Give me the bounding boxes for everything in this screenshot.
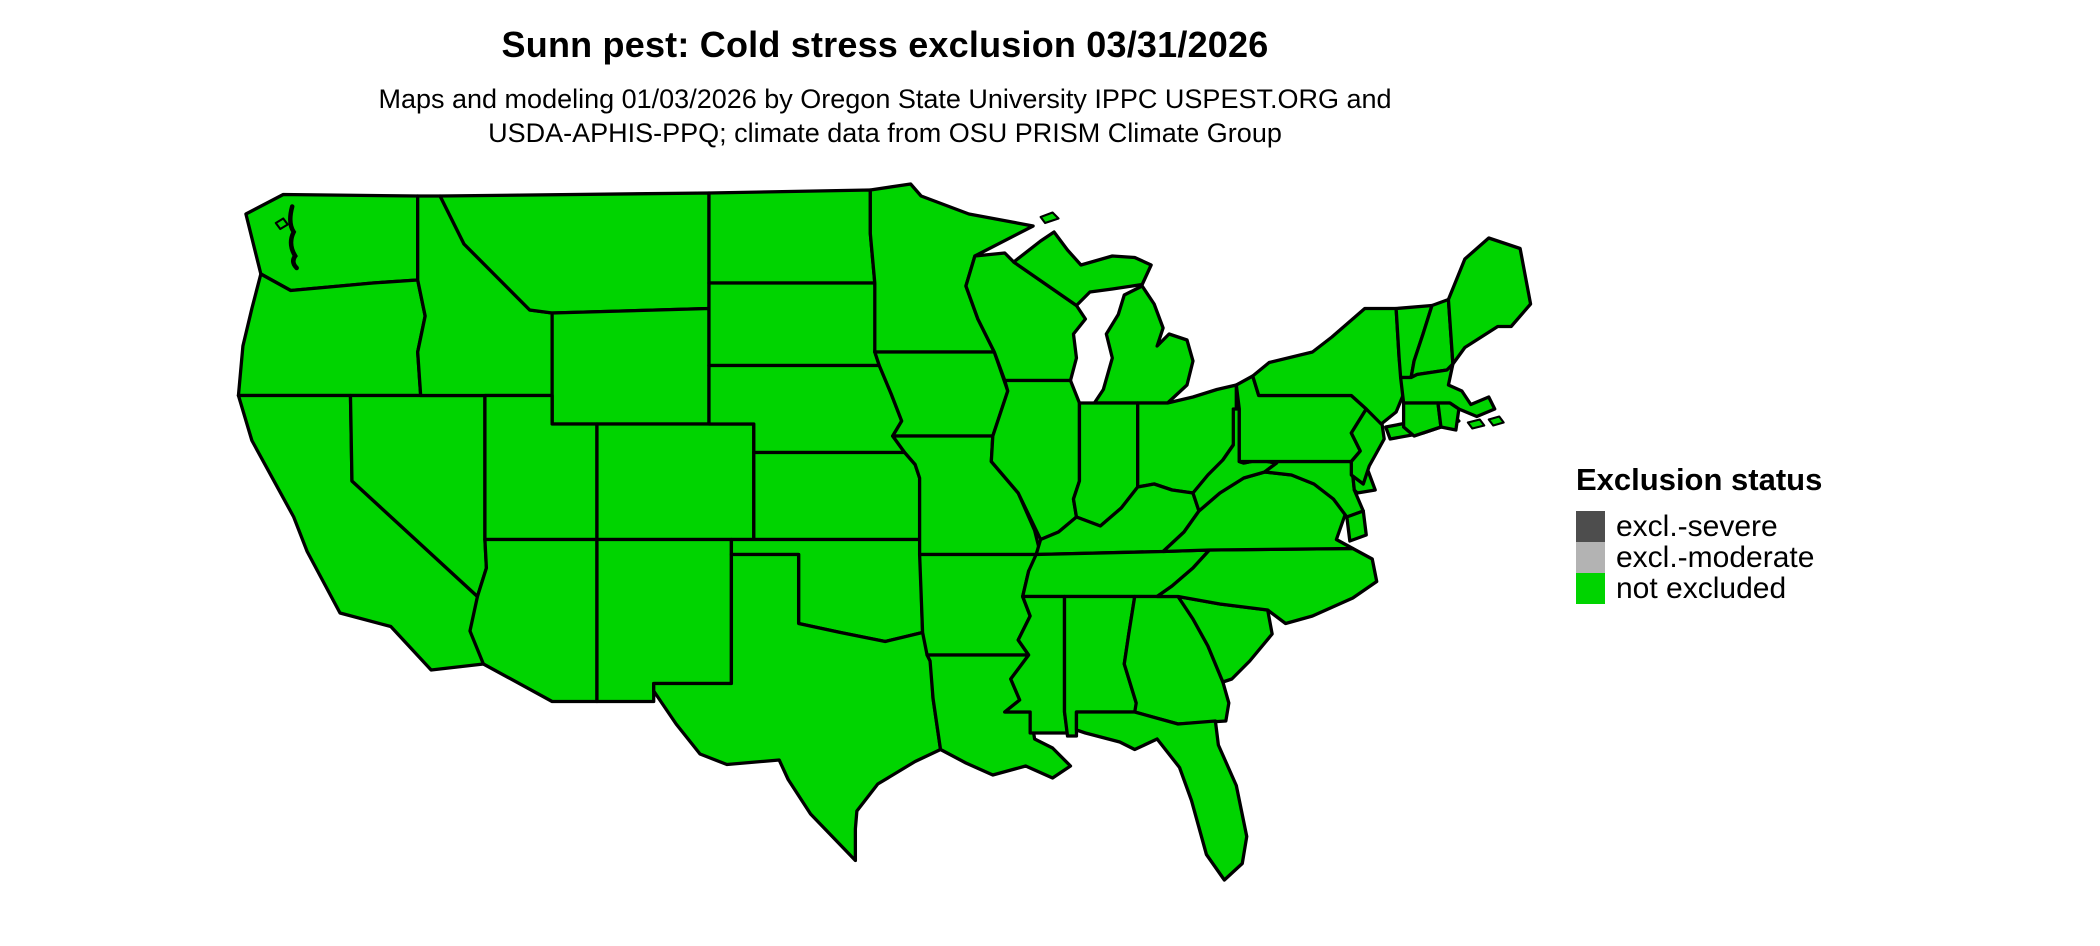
state-michigan-lower-peninsula [1092, 284, 1195, 405]
state-washington [244, 192, 420, 293]
not-excluded-swatch [1576, 573, 1605, 604]
not-excluded-label: not excluded [1616, 572, 1787, 605]
state-north-dakota [707, 188, 877, 285]
puget-sound-detail [288, 204, 299, 271]
excl-moderate-label: excl.-moderate [1616, 541, 1815, 574]
marthas-vineyard-island [1466, 418, 1486, 430]
state-north-carolina [1155, 546, 1379, 626]
legend-item-excl-severe: excl.-severe [1576, 511, 1822, 542]
state-texas [652, 552, 943, 863]
state-connecticut [1401, 401, 1443, 438]
state-oregon [236, 272, 427, 398]
page-title: Sunn pest: Cold stress exclusion 03/31/2… [501, 24, 1269, 65]
exclusion-status-legend: Exclusion status excl.-severe excl.-mode… [1576, 462, 1822, 604]
legend-item-excl-moderate: excl.-moderate [1576, 542, 1822, 573]
state-arizona [468, 537, 599, 704]
state-new-mexico [595, 537, 734, 704]
excl-moderate-swatch [1576, 542, 1605, 573]
excl-severe-label: excl.-severe [1616, 510, 1778, 543]
state-virginia-eastern-shore [1345, 509, 1368, 543]
state-florida [1074, 710, 1249, 882]
us-exclusion-map [222, 166, 1671, 946]
subtitle-line-2: USDA-APHIS-PPQ; climate data from OSU PR… [488, 118, 1282, 148]
excl-severe-swatch [1576, 511, 1605, 542]
state-colorado [595, 422, 756, 542]
nantucket-island [1487, 415, 1505, 427]
state-maine [1446, 236, 1533, 366]
san-juan-islands [274, 217, 289, 231]
subtitle-line-1: Maps and modeling 01/03/2026 by Oregon S… [378, 84, 1392, 114]
state-wyoming [550, 306, 711, 426]
state-south-dakota [707, 281, 881, 368]
state-new-jersey [1349, 407, 1386, 486]
legend-title: Exclusion status [1576, 462, 1823, 497]
state-kansas [752, 450, 922, 542]
state-michigan-upper-peninsula [1012, 230, 1153, 308]
isle-royale-island [1039, 211, 1060, 225]
us-map-svg [236, 182, 1533, 882]
legend-item-not-excluded: not excluded [1576, 573, 1822, 604]
map-header: Sunn pest: Cold stress exclusion 03/31/2… [238, 12, 1532, 150]
state-rhode-island [1436, 401, 1461, 432]
